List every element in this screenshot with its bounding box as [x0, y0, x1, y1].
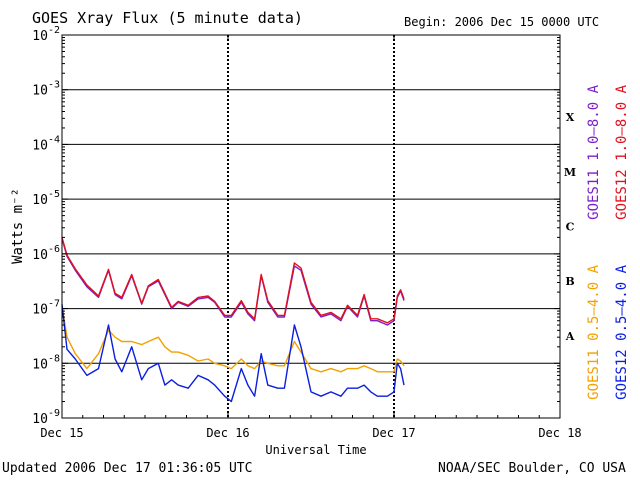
- x-axis-label: Universal Time: [265, 443, 366, 457]
- credit-line: NOAA/SEC Boulder, CO USA: [438, 461, 626, 476]
- legend-goes12-short: GOES12 0.5–4.0 A: [614, 264, 630, 399]
- x-tick-label: Dec 16: [206, 426, 249, 440]
- legend-goes11-long: GOES11 1.0–8.0 A: [586, 84, 602, 219]
- begin-time: Begin: 2006 Dec 15 0000 UTC: [404, 15, 600, 29]
- flare-class-label: A: [565, 330, 575, 343]
- series-line-goes11-short: [61, 306, 405, 373]
- flare-class-label: X: [566, 111, 575, 124]
- y-axis-ticks: 10-9 10-8 10-7 10-6 10-5 10-4 10-3 10-2: [32, 25, 560, 427]
- x-tick-label: Dec 18: [538, 426, 581, 440]
- legend-goes12-long: GOES12 1.0–8.0 A: [614, 84, 630, 219]
- chart-title: GOES Xray Flux (5 minute data): [32, 9, 303, 27]
- day-divider-lines: [227, 35, 395, 418]
- y-tick-label: 10-2: [32, 25, 60, 44]
- y-tick-label: 10-5: [32, 189, 60, 208]
- y-tick-label: 10-8: [32, 353, 60, 372]
- y-tick-label: 10-3: [32, 80, 60, 99]
- y-tick-label: 10-4: [32, 134, 60, 153]
- x-axis-ticks: Dec 15 Dec 16 Dec 17 Dec 18: [40, 35, 582, 440]
- flare-class-label: C: [566, 221, 575, 234]
- series-layer: [61, 237, 405, 403]
- flare-class-label: B: [565, 275, 574, 288]
- y-tick-label: 10-9: [32, 408, 60, 427]
- flare-class-label: M: [564, 166, 576, 179]
- updated-timestamp: Updated 2006 Dec 17 01:36:05 UTC: [2, 461, 253, 476]
- y-axis-label: Watts m⁻²: [10, 188, 26, 264]
- series-line-goes12-short: [61, 304, 405, 403]
- flare-class-labels: A B C M X: [564, 111, 576, 343]
- legend: GOES11 1.0–8.0 A GOES12 1.0–8.0 A GOES11 0…: [586, 84, 630, 399]
- legend-goes11-short: GOES11 0.5–4.0 A: [586, 264, 602, 399]
- plot-frame: [61, 34, 561, 419]
- y-tick-label: 10-6: [32, 244, 60, 263]
- series-line-goes12-long: [61, 237, 405, 324]
- x-tick-label: Dec 17: [372, 426, 415, 440]
- x-tick-label: Dec 15: [40, 426, 83, 440]
- y-tick-label: 10-7: [32, 299, 60, 318]
- grid-lines: [62, 89, 560, 364]
